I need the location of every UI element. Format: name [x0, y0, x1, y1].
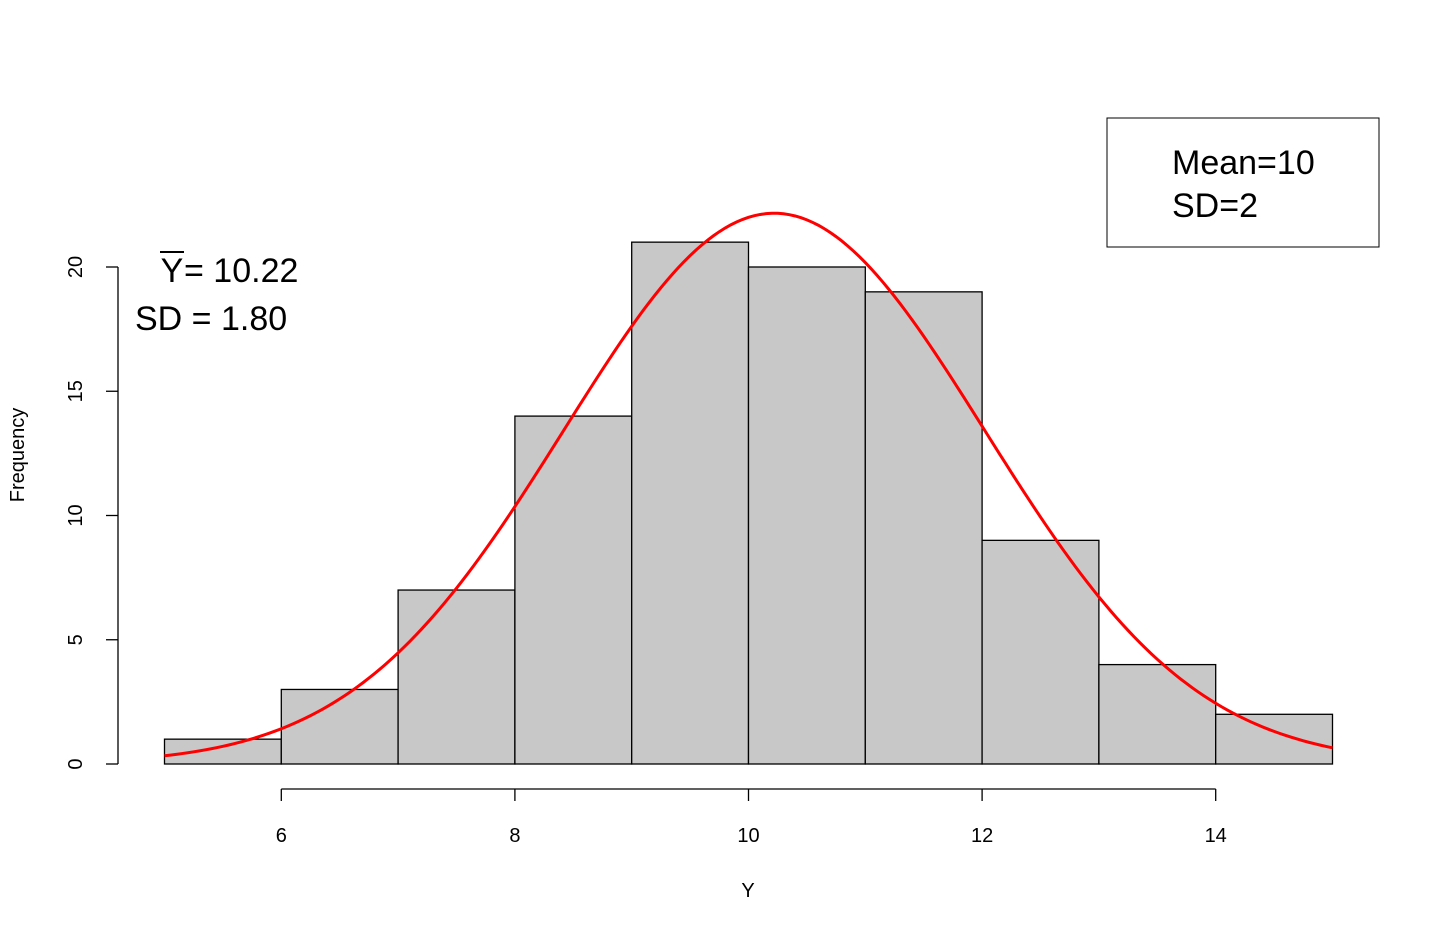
x-tick-label: 14 [1205, 825, 1227, 847]
sample-sd-text: SD = 1.80 [135, 300, 287, 338]
y-tick-label: 0 [65, 758, 87, 769]
y-tick-label: 5 [65, 634, 87, 645]
y-tick-label: 15 [65, 380, 87, 402]
x-axis-label: Y [741, 880, 754, 902]
histogram-bar [631, 241, 750, 765]
y-axis: 0 5 10 15 20 [65, 256, 119, 770]
stats-annotation: Y = 10.22 SD = 1.80 [135, 251, 298, 338]
y-tick-label: 10 [65, 504, 87, 526]
y-tick-label: 20 [65, 256, 87, 278]
legend-sd: SD=2 [1172, 187, 1258, 225]
histogram-bar [864, 291, 983, 765]
normal-curve [164, 211, 1333, 758]
x-tick-label: 12 [971, 825, 993, 847]
histogram-bar [514, 415, 633, 765]
x-tick-label: 6 [276, 825, 287, 847]
histogram-bar [397, 589, 516, 765]
y-axis-label: Frequency [7, 408, 29, 503]
legend: Mean=10 SD=2 [1106, 117, 1380, 248]
legend-box [1106, 117, 1380, 248]
histogram-bar [1215, 713, 1334, 765]
histogram-bars [163, 241, 1334, 765]
histogram-bar [981, 539, 1100, 765]
histogram-bar [1098, 663, 1217, 765]
sample-mean-text: = 10.22 [184, 252, 298, 290]
ybar-symbol: Y [161, 252, 184, 290]
histogram-bar [747, 266, 866, 765]
histogram-bar [280, 688, 399, 765]
x-tick-label: 8 [509, 825, 520, 847]
histogram-bar [163, 738, 282, 765]
x-axis: 6 8 10 12 14 [276, 788, 1227, 847]
x-tick-label: 10 [737, 825, 759, 847]
legend-mean: Mean=10 [1172, 144, 1315, 182]
